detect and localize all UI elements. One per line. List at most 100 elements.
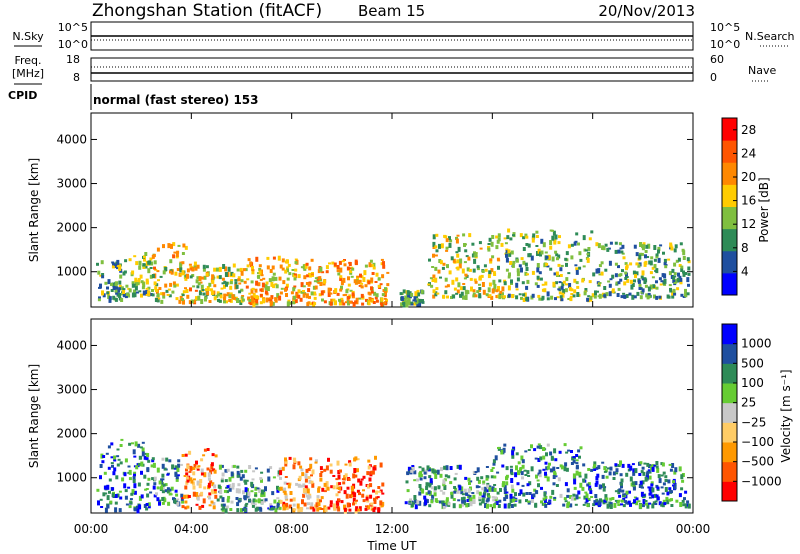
scatter-cell	[488, 486, 492, 492]
scatter-cell	[145, 507, 149, 511]
scatter-cell	[257, 498, 261, 504]
scatter-cell	[316, 507, 320, 512]
scatter-cell	[629, 279, 633, 284]
scatter-cell	[283, 487, 287, 491]
scatter-cell	[662, 482, 666, 486]
scatter-cell	[546, 465, 550, 470]
scatter-cell	[220, 464, 224, 468]
scatter-cell	[488, 294, 492, 298]
scatter-cell	[172, 254, 176, 259]
scatter-cell	[566, 494, 570, 498]
scatter-cell	[495, 245, 499, 250]
scatter-cell	[121, 477, 125, 482]
scatter-cell	[492, 498, 496, 502]
scatter-cell	[404, 295, 408, 298]
y-tick-label: 1000	[56, 265, 87, 279]
scatter-cell	[364, 507, 368, 511]
scatter-cell	[294, 299, 298, 304]
scatter-cell	[360, 282, 364, 285]
scatter-cell	[680, 474, 684, 480]
scatter-cell	[243, 508, 247, 513]
scatter-cell	[486, 475, 490, 479]
colorbar-tick-label: 20	[741, 170, 756, 184]
scatter-cell	[537, 458, 541, 462]
scatter-cell	[174, 471, 178, 475]
scatter-cell	[318, 276, 322, 281]
scatter-cell	[646, 503, 650, 509]
scatter-cell	[584, 288, 588, 292]
scatter-cell	[478, 287, 482, 290]
colorbar-tick-label: 25	[741, 396, 756, 410]
scatter-cell	[456, 489, 460, 494]
scatter-cell	[653, 258, 657, 262]
scatter-cell	[581, 486, 585, 491]
scatter-cell	[460, 497, 464, 501]
scatter-cell	[450, 493, 454, 499]
scatter-cell	[551, 256, 555, 262]
scatter-cell	[279, 476, 282, 480]
colorbar-segment	[722, 272, 737, 296]
scatter-cell	[540, 486, 543, 490]
scatter-cell	[662, 251, 665, 255]
scatter-cell	[145, 290, 149, 294]
scatter-cell	[156, 298, 160, 303]
scatter-cell	[557, 263, 561, 267]
scatter-cell	[145, 503, 149, 506]
scatter-cell	[419, 474, 423, 477]
scatter-cell	[131, 292, 135, 298]
scatter-cell	[212, 502, 216, 505]
scatter-cell	[511, 498, 515, 503]
scatter-cell	[487, 243, 491, 245]
scatter-cell	[564, 462, 568, 467]
scatter-cell	[200, 458, 204, 462]
scatter-cell	[564, 500, 568, 503]
scatter-cell	[241, 295, 245, 297]
scatter-cell	[343, 504, 346, 510]
scatter-cell	[640, 470, 644, 474]
scatter-cell	[319, 499, 322, 503]
scatter-cell	[133, 473, 136, 477]
scatter-cell	[681, 479, 685, 483]
scatter-cell	[327, 292, 331, 297]
scatter-cell	[104, 492, 108, 495]
scatter-cell	[497, 237, 501, 242]
scatter-cell	[525, 243, 529, 246]
scatter-cell	[319, 282, 323, 286]
scatter-cell	[259, 293, 263, 297]
scatter-cell	[524, 233, 528, 238]
scatter-cell	[604, 243, 608, 247]
scatter-cell	[454, 487, 458, 492]
scatter-cell	[269, 466, 273, 470]
scatter-cell	[521, 484, 525, 487]
scatter-cell	[186, 479, 190, 483]
scatter-cell	[593, 468, 597, 471]
scatter-cell	[181, 261, 185, 265]
scatter-cell	[189, 275, 193, 279]
scatter-cell	[178, 299, 182, 304]
scatter-cell	[219, 292, 223, 296]
scatter-cell	[188, 470, 192, 473]
scatter-cell	[659, 244, 663, 247]
scatter-cell	[282, 488, 286, 493]
scatter-cell	[496, 239, 500, 244]
scatter-cell	[248, 299, 252, 302]
scatter-cell	[582, 235, 586, 241]
scatter-cell	[209, 480, 213, 484]
scatter-cell	[592, 503, 596, 507]
scatter-cell	[212, 505, 216, 510]
cpid-label: CPID	[8, 89, 37, 102]
scatter-cell	[544, 471, 547, 476]
scatter-cell	[399, 292, 403, 296]
scatter-cell	[554, 297, 557, 301]
scatter-cell	[497, 265, 500, 270]
scatter-cell	[663, 258, 667, 263]
scatter-cell	[113, 459, 117, 462]
scatter-cell	[141, 441, 145, 444]
scatter-cell	[119, 274, 123, 279]
scatter-cell	[177, 459, 181, 463]
scatter-cell	[458, 485, 462, 491]
scatter-cell	[235, 497, 239, 500]
power-ylabel: Slant Range [km]	[27, 158, 41, 262]
scatter-cell	[206, 467, 210, 471]
scatter-cell	[110, 456, 114, 459]
